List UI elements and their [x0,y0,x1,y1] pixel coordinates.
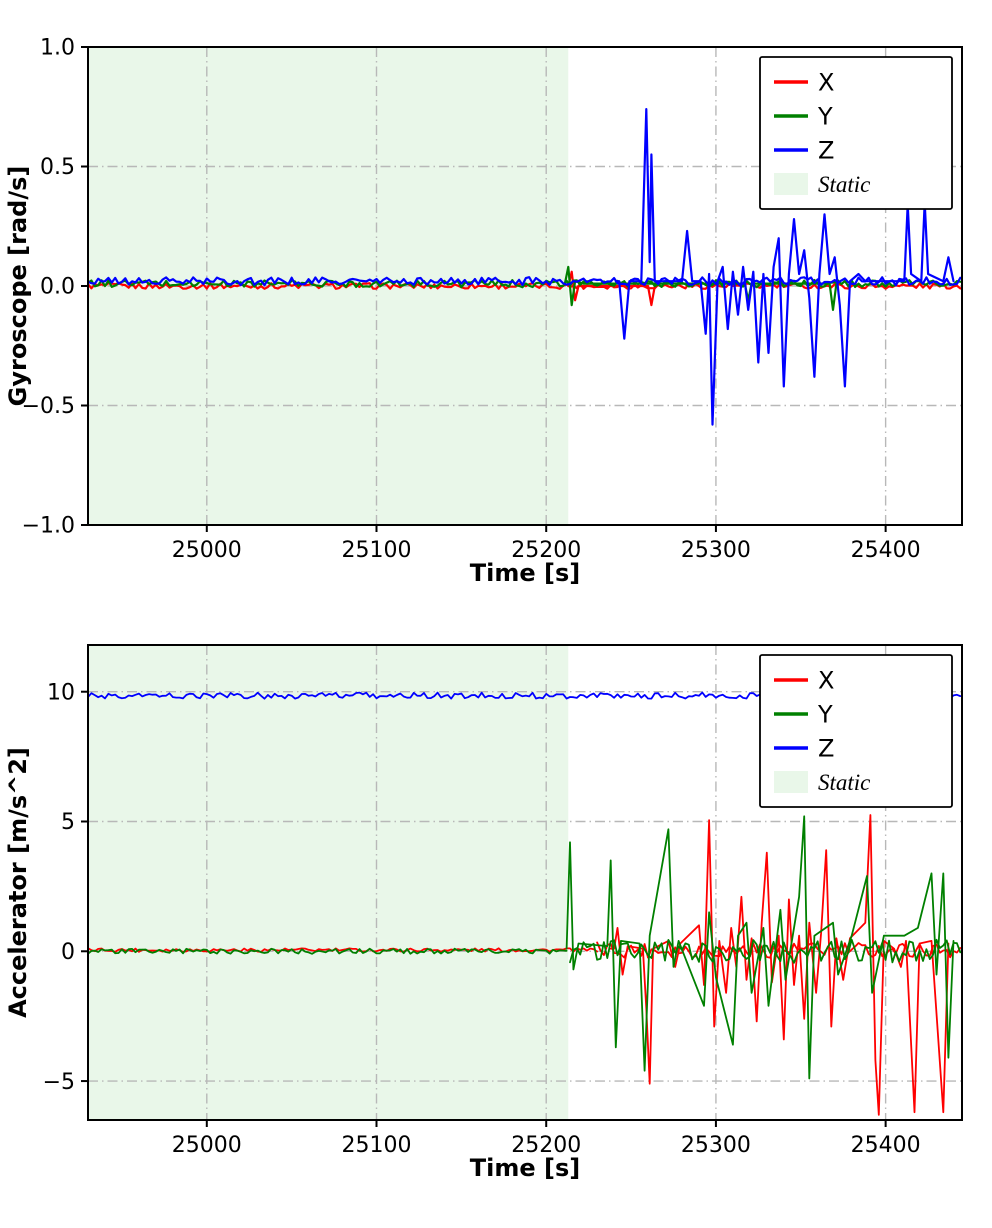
svg-text:5: 5 [61,810,75,835]
svg-text:Static: Static [818,172,870,197]
gyroscope-plot: 25000 25100 25200 25300 25400 −1.0 −0.5 0.0 0.5 1… [4,35,963,587]
series-Y [565,815,955,1080]
series-lines [88,107,962,426]
tick-labels: 25000 25100 25200 25300 25400 −5 0 5 10 [43,680,921,1158]
series-Y [88,947,568,955]
x-axis-label: Time [s] [470,559,580,587]
y-axis-label: Accelerator [m/s^2] [4,747,32,1018]
series-X [567,270,656,307]
gyroscope-chart: 25000 25100 25200 25300 25400 −1.0 −0.5 0.0 0.5 1… [4,35,963,587]
svg-text:X: X [818,68,834,96]
svg-text:−1.0: −1.0 [22,514,75,539]
axis-ticks [81,46,887,532]
svg-text:0.0: 0.0 [40,275,75,300]
axis-ticks [81,690,887,1127]
legend: XYZ Static [759,56,953,210]
svg-text:25000: 25000 [172,1133,242,1158]
accelerometer-plot: 25000 25100 25200 25300 25400 −5 0 5 10 Time [s] A… [0,614,992,1228]
svg-text:25000: 25000 [172,538,242,563]
tick-labels: 25000 25100 25200 25300 25400 −1.0 −0.5 0.0 0.5 1… [22,36,921,563]
y-axis-label: Gyroscope [rad/s] [4,166,32,407]
series-X [609,814,950,1116]
svg-text:25400: 25400 [851,1133,921,1158]
accelerometer-chart: 25000 25100 25200 25300 25400 −5 0 5 10 Time [s] A… [0,614,992,1228]
svg-text:0: 0 [61,940,75,965]
svg-text:Y: Y [817,700,833,728]
svg-text:1.0: 1.0 [40,36,75,61]
svg-text:Z: Z [818,136,834,164]
svg-text:25100: 25100 [342,538,412,563]
static-region [88,645,569,1120]
svg-text:−0.5: −0.5 [22,394,75,419]
svg-text:25300: 25300 [681,1133,751,1158]
svg-text:10: 10 [47,680,75,705]
svg-text:0.5: 0.5 [40,155,75,180]
svg-text:25200: 25200 [511,538,581,563]
series-Z [614,107,955,426]
svg-text:Static: Static [818,770,870,795]
svg-text:−5: −5 [43,1070,75,1095]
svg-text:25200: 25200 [511,1133,581,1158]
svg-text:X: X [818,666,834,694]
svg-text:25400: 25400 [851,538,921,563]
svg-text:25300: 25300 [681,538,751,563]
series-Z [88,276,962,287]
svg-text:Y: Y [817,102,833,130]
svg-text:Z: Z [818,734,834,762]
svg-text:25100: 25100 [342,1133,412,1158]
axes-frame [87,644,963,1121]
legend: XYZ Static [759,654,953,808]
x-axis-label: Time [s] [470,1154,580,1182]
